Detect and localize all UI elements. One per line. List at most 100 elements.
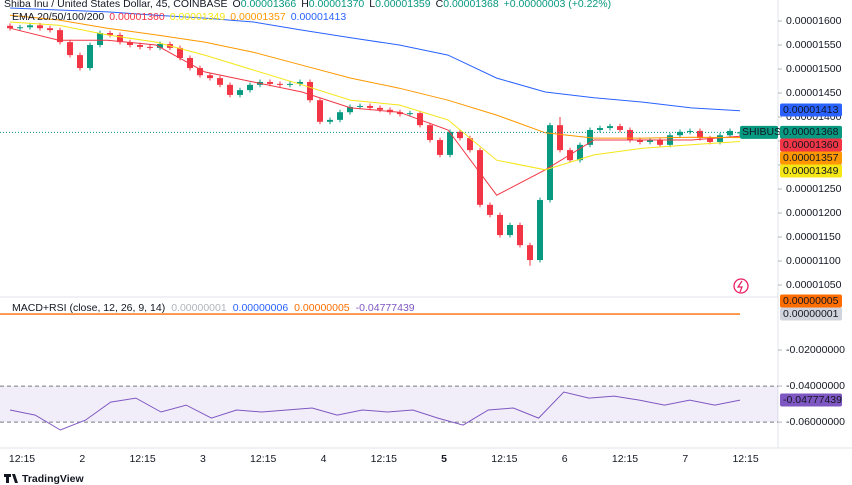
ema-legend-value: 0.00001357 [230,11,286,23]
x-tick-label: 5 [441,453,447,465]
candle-body [217,78,223,85]
x-tick-label: 12:15 [250,453,276,465]
ema-legend-title: EMA 20/50/100/200 [12,11,104,23]
candle-body [687,130,693,132]
x-tick-label: 7 [682,453,688,465]
symbol-tag-bg [740,125,778,139]
rsi-tag-bg [780,393,842,407]
ema-line [9,21,741,171]
candle-body [487,204,493,215]
candle-body [557,125,563,151]
candle-body [347,106,353,113]
y-tick-label: -0.02000000 [786,344,845,356]
candle-body [287,83,293,85]
pane-legend-value: 0.00000001 [171,302,227,314]
ohlc-label: L [369,0,375,10]
logo [4,474,18,483]
ema-tag-bg [780,103,842,117]
ema-tag-bg [780,151,842,165]
x-tick-label: 12:15 [9,453,35,465]
ohlc-label: H [301,0,309,10]
candle-body [117,34,123,43]
candle-body [307,81,313,101]
ema-tag: 0.00001360 [783,139,839,151]
candle-body [137,45,143,47]
change: +0.00000003 (+0.22%) [504,0,611,10]
candle-body [67,42,73,56]
candle-body [407,113,413,115]
brand: TradingView [22,473,84,485]
candle-body [327,119,333,122]
header-legend: Shiba Inu / United States Dollar, 45, CO… [4,0,611,10]
candle-body [727,130,733,136]
candle-body [57,30,63,43]
ema-tag: 0.00001357 [783,152,839,164]
candle-body [97,33,103,45]
ema-legend-value: 0.00001349 [170,11,226,23]
signal-tag: 0.00000001 [783,308,839,320]
ema-tag: 0.00001413 [783,104,839,116]
pane-legend-value: -0.04777439 [356,302,415,314]
candle-body [617,126,623,130]
candle-body [577,144,583,161]
candle-body [367,105,373,108]
x-tick-label: 6 [562,453,568,465]
candle-body [707,138,713,142]
y-tick-label: 0.00001250 [786,183,842,195]
y-tick-label: -0.06000000 [786,416,845,428]
candle-body [27,25,33,28]
ema-tag: 0.00001349 [783,165,839,177]
candle-body [247,84,253,91]
candle-body [277,83,283,85]
flash-icon[interactable] [733,278,749,294]
macd-tag-bg [780,294,842,308]
candle-body [107,33,113,35]
candle-body [417,113,423,126]
candle-body [157,44,163,48]
y-tick-label: 0.00001150 [786,231,841,243]
candle-body [77,55,83,69]
last-price-tag-bg [780,125,842,139]
candle-body [237,90,243,95]
candle-body [517,225,523,246]
ema-tag-bg [780,138,842,152]
pane-legend: MACD+RSI (close, 12, 26, 9, 14) 0.0000000… [12,302,415,314]
ohlc-label: C [436,0,444,10]
y-tick-label: 0.00001500 [786,63,842,75]
y-tick-label: 0.00001050 [786,279,842,291]
y-tick-label: -0.04000000 [786,380,845,392]
x-tick-label: 3 [200,453,206,465]
candle-body [37,25,43,29]
candle-body [477,150,483,205]
candle-body [697,130,703,139]
y-tick-label: 0.00001550 [786,39,842,51]
ema-legend: EMA 20/50/100/200 0.00001360 0.00001349 0.0… [12,11,346,23]
ohlc-value: 0.00001366 [241,0,297,10]
ema-legend-value: 0.00001413 [291,11,347,23]
y-tick-label: 0.00001200 [786,207,842,219]
candle-body [447,131,453,155]
symbol-tag: SHIBUSD [742,126,789,138]
candle-body [127,42,133,45]
candle-body [47,28,53,31]
candle-body [317,100,323,122]
candle-body [147,46,153,48]
x-tick-label: 12:15 [612,453,638,465]
candle-body [87,45,93,69]
candle-body [527,245,533,261]
ohlc-label: O [233,0,241,10]
candle-body [637,140,643,142]
candle-body [267,81,273,84]
ema-line [9,27,741,196]
signal-tag-bg [780,307,842,321]
candle-body [227,84,233,95]
x-tick-label: 12:15 [371,453,397,465]
logo-mark [4,474,18,483]
pane-legend-value: 0.00000006 [233,302,289,314]
macd-tag: 0.00000005 [783,295,839,307]
candle-body [627,129,633,141]
ohlc-value: 0.00001359 [375,0,431,10]
ema-line [9,7,741,112]
